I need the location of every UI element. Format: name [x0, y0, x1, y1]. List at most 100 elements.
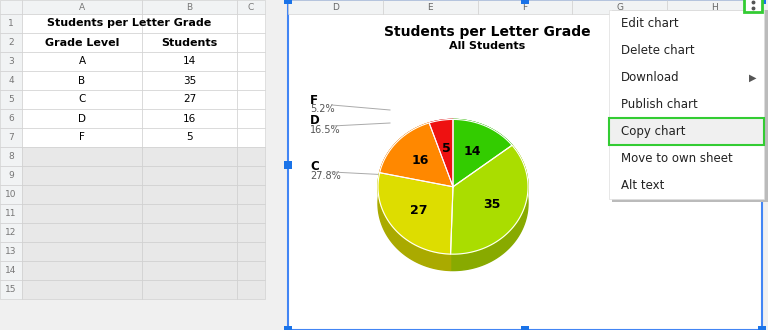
Text: All Students: All Students — [449, 41, 525, 51]
Text: C: C — [248, 3, 254, 12]
Text: B: B — [78, 76, 85, 85]
Bar — [237, 14, 265, 33]
Text: B: B — [187, 3, 193, 12]
Text: 9: 9 — [8, 171, 14, 180]
Text: 14: 14 — [183, 56, 196, 67]
Text: Students per Letter Grade: Students per Letter Grade — [384, 25, 591, 39]
Bar — [142, 0, 237, 14]
Bar — [237, 128, 265, 147]
Bar — [744, 0, 762, 12]
Bar — [142, 109, 237, 128]
Polygon shape — [379, 123, 429, 189]
Bar — [0, 128, 22, 147]
Bar — [22, 261, 142, 280]
Bar — [237, 166, 265, 185]
Bar — [142, 128, 237, 147]
Bar — [142, 71, 237, 90]
Text: F: F — [79, 133, 85, 143]
Text: 6: 6 — [8, 114, 14, 123]
Text: Delete chart: Delete chart — [621, 44, 694, 57]
Text: 4: 4 — [8, 76, 14, 85]
Bar — [142, 280, 237, 299]
Polygon shape — [429, 119, 453, 187]
Bar — [0, 166, 22, 185]
Bar — [142, 166, 237, 185]
Bar — [609, 10, 764, 199]
Text: Alt text: Alt text — [621, 179, 664, 192]
Bar — [0, 0, 22, 14]
Text: 16: 16 — [412, 154, 429, 167]
Bar — [0, 90, 22, 109]
Bar — [22, 0, 142, 14]
Text: C: C — [310, 160, 319, 174]
Bar — [22, 14, 142, 33]
Text: Students per Letter Grade: Students per Letter Grade — [48, 18, 212, 28]
Bar — [237, 33, 265, 52]
Bar — [237, 185, 265, 204]
Bar — [288, 0, 382, 14]
Text: F: F — [310, 93, 318, 107]
Bar — [382, 0, 478, 14]
Polygon shape — [429, 119, 453, 139]
Bar — [22, 71, 142, 90]
Bar — [0, 52, 22, 71]
Polygon shape — [451, 145, 528, 271]
Bar — [0, 261, 22, 280]
Text: D: D — [78, 114, 86, 123]
Bar — [22, 128, 142, 147]
Bar — [237, 261, 265, 280]
Text: 27.8%: 27.8% — [310, 171, 341, 181]
Text: 16: 16 — [183, 114, 196, 123]
Polygon shape — [379, 123, 453, 187]
Text: Copy chart: Copy chart — [621, 125, 686, 138]
Text: F: F — [522, 3, 528, 12]
Text: 2: 2 — [8, 38, 14, 47]
Bar — [288, 0, 762, 330]
Text: E: E — [427, 3, 433, 12]
Text: Students: Students — [161, 38, 217, 48]
Bar — [0, 71, 22, 90]
Text: 3: 3 — [8, 57, 14, 66]
Bar — [284, 0, 292, 4]
Bar — [142, 90, 237, 109]
Polygon shape — [378, 173, 451, 271]
Text: 11: 11 — [5, 209, 17, 218]
Text: 5: 5 — [186, 133, 193, 143]
Bar — [237, 90, 265, 109]
Text: D: D — [332, 3, 339, 12]
Bar — [237, 280, 265, 299]
Bar — [22, 33, 142, 52]
Text: C: C — [78, 94, 86, 105]
Bar — [22, 242, 142, 261]
Bar — [478, 0, 572, 14]
Bar — [237, 52, 265, 71]
Text: 13: 13 — [5, 247, 17, 256]
Text: 14: 14 — [5, 266, 17, 275]
Bar — [284, 161, 292, 169]
Bar — [22, 185, 142, 204]
Polygon shape — [453, 119, 512, 187]
Bar — [758, 161, 766, 169]
Bar — [22, 223, 142, 242]
Text: 27: 27 — [183, 94, 196, 105]
Bar — [142, 204, 237, 223]
Text: D: D — [310, 115, 319, 127]
Bar — [237, 109, 265, 128]
Text: Move to own sheet: Move to own sheet — [621, 152, 733, 165]
Bar — [142, 147, 237, 166]
Text: A: A — [79, 3, 85, 12]
Bar — [609, 118, 764, 145]
Text: 5: 5 — [8, 95, 14, 104]
Bar — [237, 71, 265, 90]
Text: 10: 10 — [5, 190, 17, 199]
Bar — [758, 0, 766, 4]
Text: H: H — [711, 3, 718, 12]
Bar — [0, 33, 22, 52]
Bar — [237, 242, 265, 261]
Text: 5: 5 — [442, 142, 450, 155]
Text: A: A — [78, 56, 85, 67]
Bar — [237, 147, 265, 166]
Bar — [284, 326, 292, 330]
Bar — [521, 0, 529, 4]
Bar — [142, 185, 237, 204]
